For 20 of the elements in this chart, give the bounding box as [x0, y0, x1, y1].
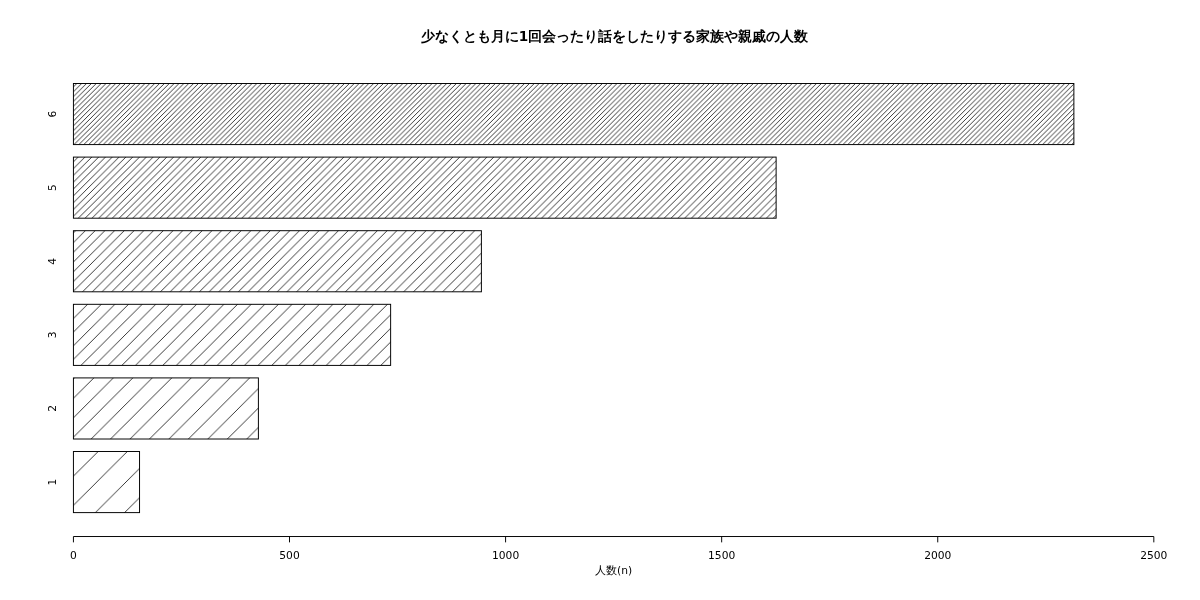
bar — [72, 230, 482, 293]
bar — [72, 377, 259, 440]
y-tick-label: 2 — [45, 405, 59, 412]
bar — [72, 451, 141, 514]
x-tick-label: 0 — [70, 548, 78, 562]
bar — [72, 156, 777, 219]
x-tick-label: 1000 — [491, 548, 520, 562]
y-tick-label: 5 — [45, 184, 59, 192]
y-tick-label: 1 — [45, 478, 59, 486]
y-tick-label: 4 — [45, 257, 59, 265]
x-axis-title: 人数(n) — [595, 563, 633, 577]
y-tick-label: 3 — [45, 331, 59, 339]
bar — [72, 83, 1075, 146]
y-tick-label: 6 — [45, 110, 59, 118]
x-tick-label: 2000 — [924, 548, 952, 562]
bar — [72, 303, 392, 366]
x-tick-label: 500 — [279, 548, 300, 562]
x-tick-label: 1500 — [708, 548, 736, 562]
chart-title: 少なくとも月に1回会ったり話をしたりする家族や親戚の人数 — [420, 28, 810, 45]
x-tick-label: 2500 — [1140, 548, 1168, 562]
